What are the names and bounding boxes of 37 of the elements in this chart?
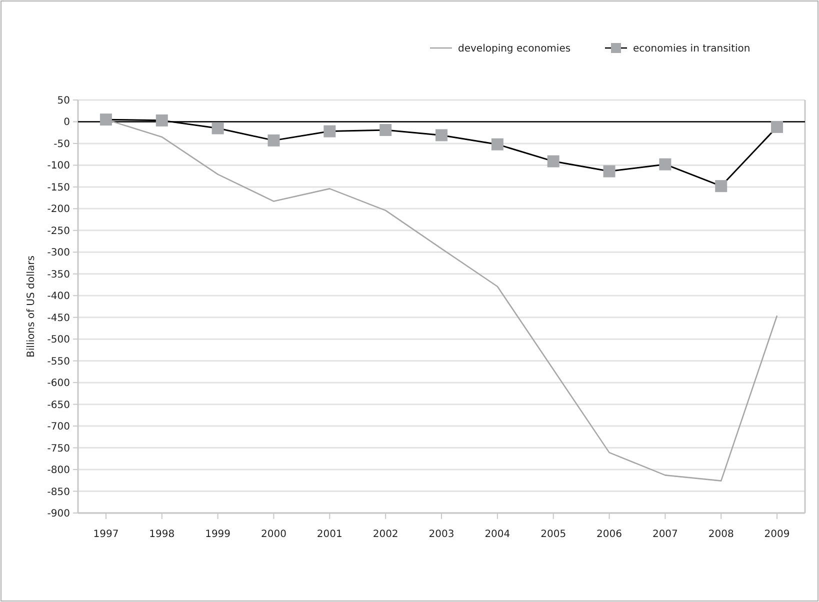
x-tick-label: 1997 (93, 529, 119, 540)
y-tick-label: -100 (47, 160, 70, 172)
x-tick-label: 2004 (484, 529, 510, 540)
y-axis-title: Billions of US dollars (26, 256, 37, 358)
legend-label: developing economies (458, 44, 571, 54)
x-tick-label: 2007 (652, 529, 678, 540)
y-tick-label: -650 (47, 400, 70, 411)
x-tick-label: 1998 (149, 529, 175, 540)
y-tick-label: -200 (47, 204, 70, 216)
y-tick-label: -450 (47, 312, 70, 324)
y-tick-label: -300 (47, 248, 70, 259)
x-tick-label: 2006 (596, 529, 622, 540)
x-tick-label: 2009 (764, 529, 790, 540)
y-tick-label: -600 (47, 378, 70, 390)
y-tick-label: -700 (47, 422, 70, 433)
x-tick-label: 2003 (428, 529, 454, 540)
x-tick-label: 2008 (708, 529, 734, 540)
point (100, 114, 112, 126)
y-tick-label: -800 (47, 465, 70, 476)
y-tick-label: 0 (64, 117, 70, 128)
x-tick-label: 2001 (316, 529, 342, 540)
x-tick-label: 2000 (261, 529, 286, 540)
y-tick-label: -750 (47, 443, 70, 454)
x-tick-label: 2005 (540, 529, 566, 540)
y-tick-label: -250 (47, 226, 70, 237)
y-tick-label: -500 (47, 334, 70, 346)
y-tick-label: -350 (47, 269, 70, 280)
y-tick-label: 50 (57, 96, 70, 106)
y-tick-label: -400 (47, 291, 70, 302)
y-tick-label: -150 (47, 182, 70, 194)
x-tick-label: 2002 (372, 529, 398, 540)
y-tick-label: -850 (47, 486, 70, 498)
y-tick-label: -900 (47, 508, 70, 520)
x-tick-label: 1999 (205, 529, 231, 540)
y-tick-label: -550 (47, 356, 70, 368)
y-tick-label: -50 (54, 138, 70, 150)
legend-label: economies in transition (633, 44, 750, 54)
